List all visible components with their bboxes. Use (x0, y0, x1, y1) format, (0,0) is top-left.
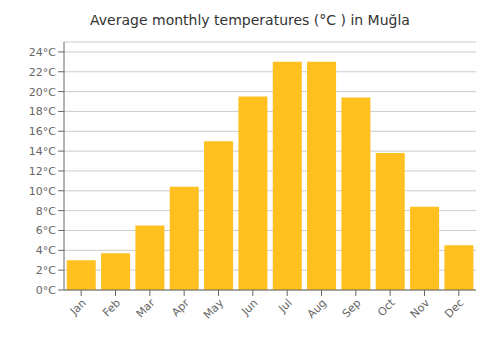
svg-text:Oct: Oct (375, 296, 398, 319)
svg-text:22°C: 22°C (29, 66, 56, 79)
svg-text:Jun: Jun (238, 296, 260, 318)
svg-text:10°C: 10°C (29, 185, 56, 198)
svg-text:Dec: Dec (442, 296, 466, 320)
svg-text:20°C: 20°C (29, 86, 56, 99)
svg-text:0°C: 0°C (36, 284, 56, 297)
svg-text:Aug: Aug (305, 296, 329, 320)
svg-text:Nov: Nov (408, 296, 433, 321)
svg-text:Mar: Mar (134, 296, 158, 320)
svg-text:14°C: 14°C (29, 145, 56, 158)
svg-text:6°C: 6°C (36, 224, 56, 237)
svg-text:May: May (201, 296, 227, 322)
svg-text:Apr: Apr (169, 296, 192, 319)
svg-text:Sep: Sep (340, 296, 364, 320)
svg-text:Jul: Jul (276, 296, 295, 315)
svg-text:8°C: 8°C (36, 205, 56, 218)
svg-text:18°C: 18°C (29, 105, 56, 118)
svg-text:12°C: 12°C (29, 165, 56, 178)
svg-text:24°C: 24°C (29, 46, 56, 59)
svg-text:Feb: Feb (100, 296, 123, 319)
svg-text:4°C: 4°C (36, 244, 56, 257)
svg-text:Jan: Jan (67, 296, 89, 318)
svg-text:16°C: 16°C (29, 125, 56, 138)
html-text:Average monthly temperatures (: Average monthly temperatures (°C ) in Mu… (90, 12, 410, 28)
svg-text:2°C: 2°C (36, 264, 56, 277)
